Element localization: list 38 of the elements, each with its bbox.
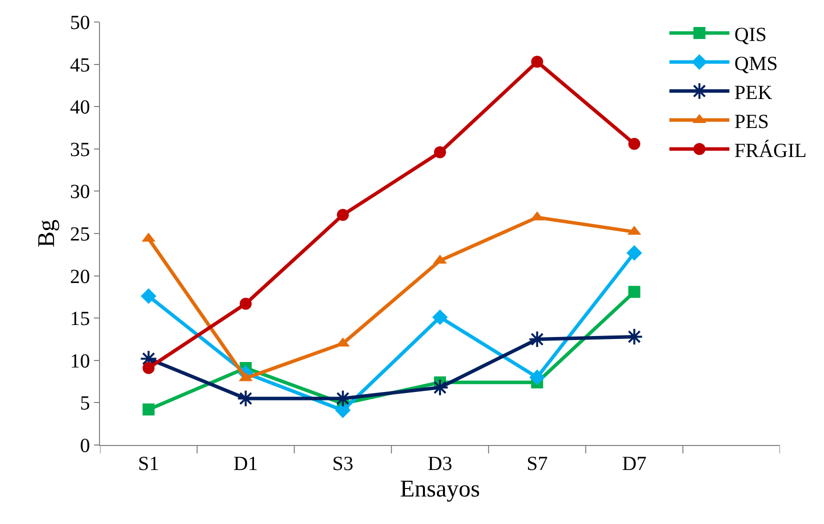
legend-label: FRÁGIL — [734, 138, 807, 162]
y-tick-label: 35 — [70, 138, 90, 161]
x-tick-label: S7 — [526, 453, 548, 475]
x-tick-label: S1 — [138, 453, 160, 475]
point — [529, 370, 545, 386]
y-tick-label: 0 — [80, 435, 90, 457]
legend-label: PES — [734, 110, 769, 133]
x-tick-label: D3 — [428, 453, 452, 475]
point — [626, 245, 642, 261]
point — [335, 402, 351, 418]
x-tick-label: S3 — [332, 453, 354, 475]
point — [431, 378, 449, 396]
y-tick-label: 25 — [70, 224, 90, 246]
x-tick-label: D7 — [622, 453, 647, 475]
point — [628, 138, 640, 150]
point — [140, 288, 156, 304]
y-axis-title: Bg — [34, 219, 60, 248]
y-tick-label: 45 — [70, 54, 90, 76]
y-tick-label: 15 — [70, 308, 90, 330]
legend-label: QMS — [734, 52, 778, 75]
point — [336, 208, 349, 221]
point — [628, 286, 640, 298]
legend-label: PEK — [734, 82, 773, 104]
point — [434, 146, 446, 158]
point — [432, 309, 448, 326]
x-tick-label: D1 — [233, 453, 258, 475]
legend-label: QIS — [734, 24, 767, 46]
y-tick-label: 40 — [70, 96, 90, 119]
point — [531, 56, 544, 68]
point — [142, 362, 155, 374]
x-axis-title: Ensayos — [400, 476, 480, 502]
y-tick-label: 5 — [80, 392, 90, 415]
y-tick-label: 10 — [70, 350, 90, 372]
point — [142, 403, 155, 416]
point — [240, 298, 252, 310]
y-tick-label: 30 — [70, 181, 90, 204]
y-tick-label: 20 — [70, 266, 90, 288]
y-tick-label: 50 — [70, 12, 90, 34]
